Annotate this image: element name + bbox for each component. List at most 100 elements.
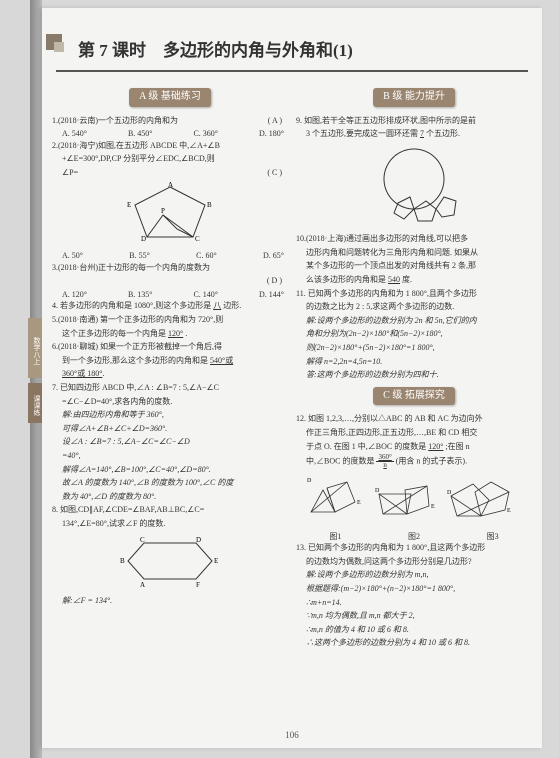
svg-text:D: D [307, 478, 312, 484]
q9-l2: 3 个五边形,要完成这一圆环还需 7 个五边形. [296, 128, 532, 140]
q12-tail1: ;在图 n [445, 442, 469, 451]
q5-l2-text: 这个正多边形的每一个内角是 [62, 329, 166, 338]
q5-l1: 5.(2018·南通) 第一个正多边形的内角和为 720°,则 [52, 314, 288, 326]
q3-opt-b: B. 135° [128, 289, 153, 301]
svg-text:E: E [507, 508, 511, 514]
q12-l1: 12. 如图 1,2,3,…,分别以△ABC 的 AB 和 AC 为边向外 [296, 413, 532, 425]
q3-opt-d: D. 144° [259, 289, 284, 301]
q4-stem: 4. 若多边形的内角和是 1080°,则这个多边形是 [52, 301, 211, 310]
book-spine [30, 0, 42, 758]
svg-text:E: E [431, 504, 435, 510]
q7-s4: =40°, [52, 450, 288, 462]
content-columns: A 级 基础练习 1.(2018·云南)一个五边形的内角和为 ( A ) A. 5… [42, 78, 542, 651]
q7-s6: 故∠A 的度数为 140°,∠B 的度数为 100°,∠C 的度 [52, 477, 288, 489]
q13-l2: 的边数均为偶数,问这两个多边形分别是几边形? [296, 556, 532, 568]
q2-l3: ∠P=( C ) [52, 167, 288, 179]
q2-opt-c: C. 60° [196, 250, 217, 262]
svg-text:B: B [120, 557, 125, 565]
q1-opt-b: B. 450° [128, 128, 153, 140]
q1-answer-paren: ( A ) [268, 115, 282, 127]
q9-l1: 9. 如图,若干全等正五边形排成环状,图中所示的是前 [296, 115, 532, 127]
q12-figl2: 图2 [408, 531, 420, 543]
q11-l2: 的边数之比为 2 : 5,求这两个多边形的边数. [296, 301, 532, 313]
q13-s6: ∴这两个多边形的边数分别为 4 和 10 或 6 和 8. [296, 637, 532, 649]
q2-l2: +∠E=300°,DP,CP 分别平分∠EDC,∠BCD,则 [52, 153, 288, 165]
q1-opt-d: D. 180° [259, 128, 284, 140]
q9-figure [296, 143, 532, 231]
q1-options: A. 540° B. 450° C. 360° D. 180° [52, 128, 288, 140]
q6-ans1: 540°或 [210, 356, 233, 365]
q13-s5: ∴m,n 的值为 4 和 10 或 6 和 8. [296, 624, 532, 636]
pentagon-diagram-icon: AB CD EP [125, 181, 215, 243]
q10-ans: 540 [388, 275, 400, 284]
q11-s2: 角和分别为(2n−2)×180°和(5n−2)×180°, [296, 328, 532, 340]
q6-l3: 360°或 180°. [52, 368, 288, 380]
q2-options: A. 50° B. 55° C. 60° D. 65° [52, 250, 288, 262]
q6-l1: 6.(2018·聊城) 如果一个正方形被截掉一个角后,得 [52, 341, 288, 353]
q13-l1: 13. 已知两个多边形的内角和为 1 800°,且这两个多边形 [296, 542, 532, 554]
q8-figure: CD EF AB [52, 533, 288, 593]
q10-l4: 么该多边形的内角和是 540 度. [296, 274, 532, 286]
lesson-title: 多边形的内角与外角和(1) [163, 41, 353, 60]
lesson-number: 第 7 课时 [78, 41, 146, 60]
q10-l1: 10.(2018·上海)通过画出多边形的对角线,可以把多 [296, 233, 532, 245]
q7-s1: 解:由四边形内角和等于 360°, [52, 409, 288, 421]
svg-text:F: F [196, 581, 200, 589]
q12-frac: 360°n [376, 454, 393, 469]
q7-s7: 数为 40°,∠D 的度数为 80°. [52, 491, 288, 503]
q7-s5: 解得∠A=140°,∠B=100°,∠C=40°,∠D=80°. [52, 464, 288, 476]
q11-s4: 解得 n=2,2n=4,5n=10. [296, 356, 532, 368]
hexagon-diagram-icon: CD EF AB [120, 533, 220, 589]
q4-tail: 边形. [223, 301, 241, 310]
q7-l2: =∠C−∠D=40°,求各内角的度数. [52, 396, 288, 408]
svg-text:C: C [140, 536, 145, 544]
svg-text:D: D [196, 536, 201, 544]
q13-s1: 解:设两个多边形的边数分别为 m,n, [296, 569, 532, 581]
svg-text:B: B [207, 201, 212, 209]
page-title: 第 7 课时 多边形的内角与外角和(1) [56, 26, 528, 61]
left-column: A 级 基础练习 1.(2018·云南)一个五边形的内角和为 ( A ) A. 5… [52, 82, 288, 651]
q12-l4-text: 中,∠BOC 的度数是 [306, 456, 374, 465]
q6-l2-text: 到一个多边形,那么这个多边形的内角和是 [62, 356, 208, 365]
side-tab-series: 课课练 [28, 383, 42, 423]
triple-polygon-icon: DE DE DE [299, 472, 529, 526]
svg-text:D: D [141, 235, 146, 243]
right-column: B 级 能力提升 9. 如图,若干全等正五边形排成环状,图中所示的是前 3 个五… [296, 82, 532, 651]
q12-l2: 作正三角形,正四边形,正五边形,…,BE 和 CD 相交 [296, 427, 532, 439]
pentagon-ring-icon [354, 143, 474, 227]
q9-l2-text: 3 个五边形,要完成这一圆环还需 [306, 129, 418, 138]
q8-s1: 解:∠F = 134°. [52, 595, 288, 607]
q10-l4-text: 么该多边形的内角和是 [306, 275, 386, 284]
q8-l2: 134°,∠E=80°,试求∠F 的度数. [52, 518, 288, 530]
svg-text:E: E [127, 201, 131, 209]
level-c-badge: C 级 拓展探究 [373, 387, 455, 406]
page-number: 106 [285, 730, 299, 740]
q11-s5: 答:这两个多边形的边数分别为四和十. [296, 369, 532, 381]
lesson-header: 第 7 课时 多边形的内角与外角和(1) [56, 26, 528, 72]
q8-l1: 8. 如图,CD∥AF,∠CDE=∠BAF,AB⊥BC,∠C= [52, 504, 288, 516]
q2-opt-d: D. 65° [263, 250, 284, 262]
q6-l2: 到一个多边形,那么这个多边形的内角和是 540°或 [52, 355, 288, 367]
q12-fig-labels: 图1 图2 图3 [296, 531, 532, 543]
q9-tail: 个五边形. [426, 129, 460, 138]
q2-opt-b: B. 55° [129, 250, 150, 262]
q11-l1: 11. 已知两个多边形的内角和为 1 800°,且两个多边形 [296, 288, 532, 300]
q7-l1: 7. 已知四边形 ABCD 中,∠A : ∠B=7 : 5,∠A−∠C [52, 382, 288, 394]
q1-stem: 1.(2018·云南)一个五边形的内角和为 [52, 116, 178, 125]
page-sheet: 数学八上 课课练 第 7 课时 多边形的内角与外角和(1) A 级 基础练习 1… [42, 8, 542, 748]
svg-text:E: E [214, 557, 218, 565]
q1: 1.(2018·云南)一个五边形的内角和为 ( A ) [52, 115, 288, 127]
q10-tail: 度. [402, 275, 412, 284]
level-a-badge: A 级 基础练习 [129, 88, 211, 107]
level-b-badge: B 级 能力提升 [373, 88, 455, 107]
svg-text:E: E [357, 500, 361, 506]
q5-l2: 这个正多边形的每一个内角是 120° . [52, 328, 288, 340]
q6-tail: . [102, 369, 104, 378]
q2-answer-paren: ( C ) [267, 167, 282, 179]
q12-figl1: 图1 [329, 531, 341, 543]
svg-text:C: C [195, 235, 200, 243]
q3-opt-c: C. 140° [193, 289, 218, 301]
q12-figure: DE DE DE [296, 472, 532, 530]
q10-l3: 某个多边形的一个顶点出发的对角线共有 2 条,那 [296, 260, 532, 272]
q7-s3: 设∠A : ∠B=7 : 5,∠A−∠C=∠C−∠D [52, 436, 288, 448]
